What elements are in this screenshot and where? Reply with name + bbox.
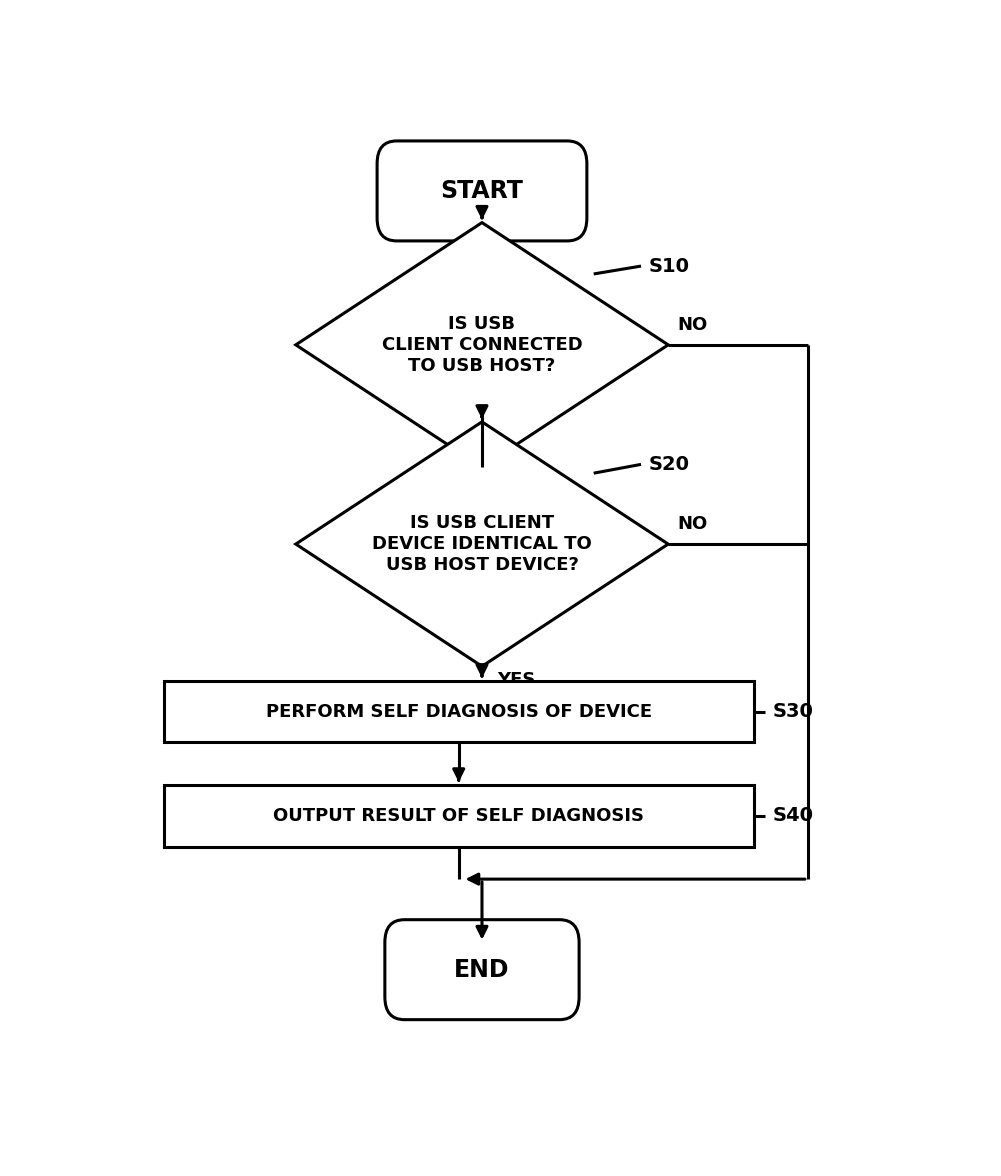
Text: OUTPUT RESULT OF SELF DIAGNOSIS: OUTPUT RESULT OF SELF DIAGNOSIS bbox=[273, 807, 645, 824]
FancyBboxPatch shape bbox=[384, 920, 580, 1020]
Text: S30: S30 bbox=[773, 702, 814, 721]
Text: NO: NO bbox=[678, 316, 708, 334]
Text: START: START bbox=[440, 179, 524, 203]
Text: YES: YES bbox=[497, 670, 536, 689]
Text: IS USB CLIENT
DEVICE IDENTICAL TO
USB HOST DEVICE?: IS USB CLIENT DEVICE IDENTICAL TO USB HO… bbox=[372, 514, 592, 574]
Text: PERFORM SELF DIAGNOSIS OF DEVICE: PERFORM SELF DIAGNOSIS OF DEVICE bbox=[265, 702, 652, 721]
Bar bbox=[164, 784, 754, 847]
Text: NO: NO bbox=[678, 515, 708, 533]
Polygon shape bbox=[296, 422, 668, 667]
Polygon shape bbox=[296, 222, 668, 467]
Text: S10: S10 bbox=[649, 256, 690, 275]
Bar bbox=[164, 681, 754, 742]
FancyBboxPatch shape bbox=[377, 141, 587, 241]
Text: IS USB
CLIENT CONNECTED
TO USB HOST?: IS USB CLIENT CONNECTED TO USB HOST? bbox=[381, 315, 583, 375]
Text: END: END bbox=[454, 957, 510, 982]
Text: S20: S20 bbox=[649, 455, 690, 474]
Text: YES: YES bbox=[497, 472, 536, 489]
Text: S40: S40 bbox=[773, 807, 814, 826]
